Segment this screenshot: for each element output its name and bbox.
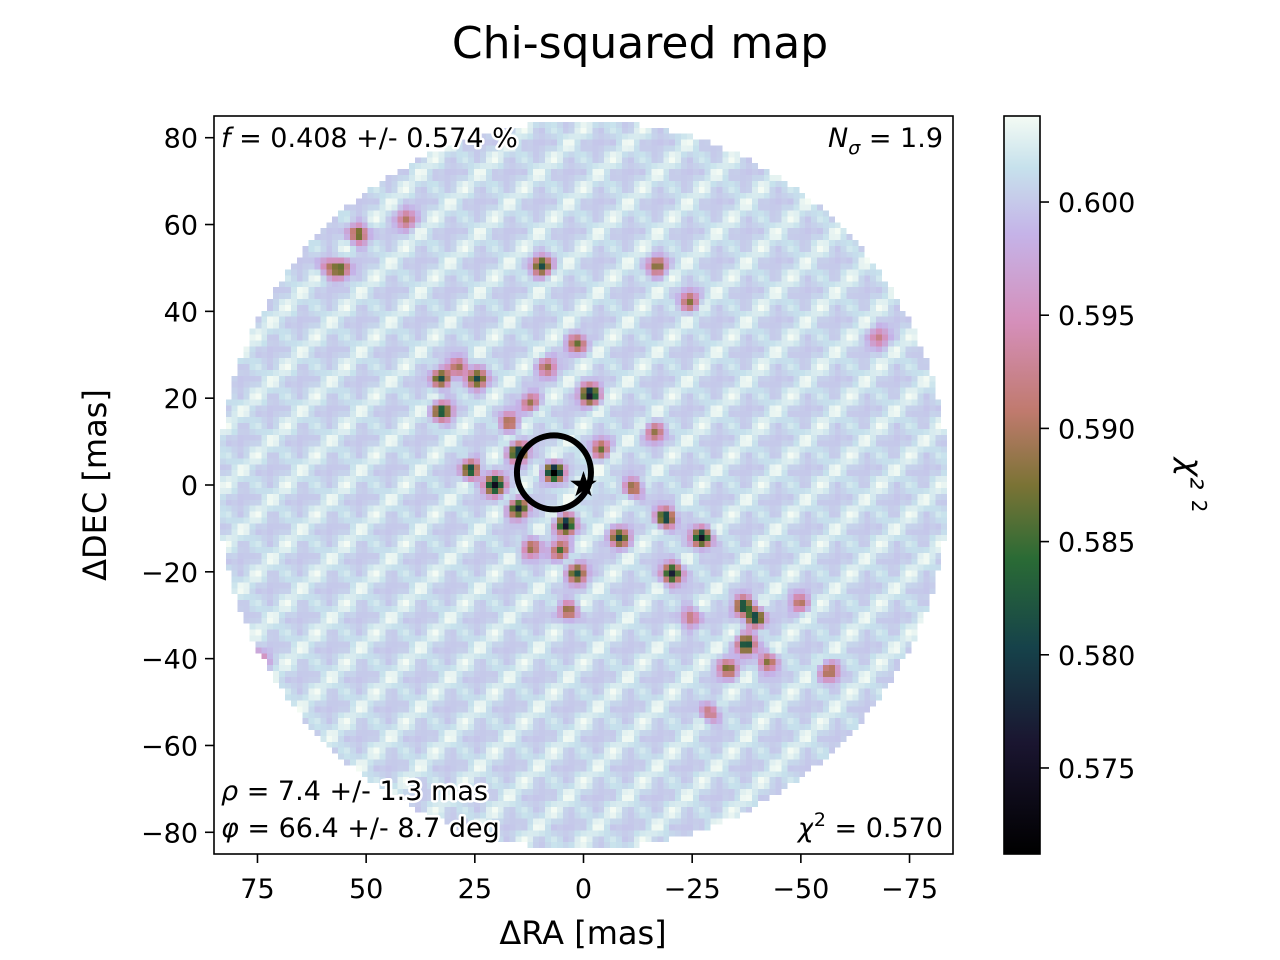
star-marker [570, 471, 597, 497]
colorbar-tick-label: 0.580 [1058, 641, 1135, 672]
nsigma-subscript: σ [848, 137, 861, 159]
y-tick-label: −80 [141, 818, 198, 849]
colorbar: 0.600 0.595 0.590 0.585 0.580 0.575 χ² 2 [1003, 115, 1211, 855]
best-fit-marker [513, 432, 594, 513]
x-tick-label: −25 [664, 874, 721, 905]
colorbar-label: χ² 2 [1172, 456, 1211, 513]
x-tick-label: 50 [349, 874, 383, 905]
colorbar-tick-label: 0.600 [1058, 188, 1135, 219]
nsigma-value: = 1.9 [860, 123, 943, 154]
colorbar-scale [1003, 115, 1041, 855]
colorbar-label-superscript: 2 [1187, 500, 1211, 513]
y-tick-label: 80 [164, 124, 198, 155]
phi-symbol: φ [221, 813, 239, 844]
y-tick-label: 60 [164, 211, 198, 242]
colorbar-tick-label: 0.585 [1058, 528, 1135, 559]
x-tick-label: −50 [772, 874, 829, 905]
chi2-superscript: 2 [814, 809, 826, 831]
x-axis-label: ΔRA [mas] [499, 914, 666, 952]
nsigma-annotation: Nσ = 1.9 [828, 123, 943, 159]
rho-symbol: ρ [221, 776, 238, 807]
nsigma-symbol: N [828, 123, 848, 154]
chi2-value: = 0.570 [826, 813, 943, 844]
chi2-symbol: χ [796, 813, 815, 844]
y-tick-label: −20 [141, 558, 198, 589]
y-tick-label: −40 [141, 645, 198, 676]
separation-annotation: ρ = 7.4 +/- 1.3 mas [221, 776, 488, 807]
phi-value: = 66.4 +/- 8.7 deg [239, 813, 500, 844]
y-tick-label: 20 [164, 384, 198, 415]
y-tick-label: −60 [141, 731, 198, 762]
angle-annotation: φ = 66.4 +/- 8.7 deg [221, 813, 500, 844]
x-tick-label: −75 [881, 874, 938, 905]
colorbar-ticks: 0.600 0.595 0.590 0.585 0.580 0.575 [1040, 188, 1135, 785]
chart-title: Chi-squared map [452, 18, 828, 69]
chi2-annotation: χ2 = 0.570 [796, 809, 943, 844]
x-tick-label: 25 [458, 874, 492, 905]
y-tick-label: 40 [164, 297, 198, 328]
y-axis-label: ΔDEC [mas] [76, 389, 114, 581]
contrast-value: = 0.408 +/- 0.574 % [231, 123, 518, 154]
y-axis: 80 60 40 20 0 −20 −40 −60 −80 [141, 124, 214, 849]
colorbar-tick-label: 0.575 [1058, 754, 1135, 785]
annotations: f = 0.408 +/- 0.574 % Nσ = 1.9 ρ = 7.4 +… [219, 121, 946, 847]
x-axis: 75 50 25 0 −25 −50 −75 [240, 854, 938, 905]
colorbar-label-symbol: χ² [1172, 456, 1210, 490]
x-tick-label: 0 [575, 874, 592, 905]
contrast-annotation: f = 0.408 +/- 0.574 % [221, 123, 518, 154]
x-tick-label: 75 [240, 874, 274, 905]
rho-value: = 7.4 +/- 1.3 mas [238, 776, 488, 807]
colorbar-tick-label: 0.590 [1058, 414, 1135, 445]
colorbar-tick-label: 0.595 [1058, 301, 1135, 332]
y-tick-label: 0 [181, 471, 198, 502]
